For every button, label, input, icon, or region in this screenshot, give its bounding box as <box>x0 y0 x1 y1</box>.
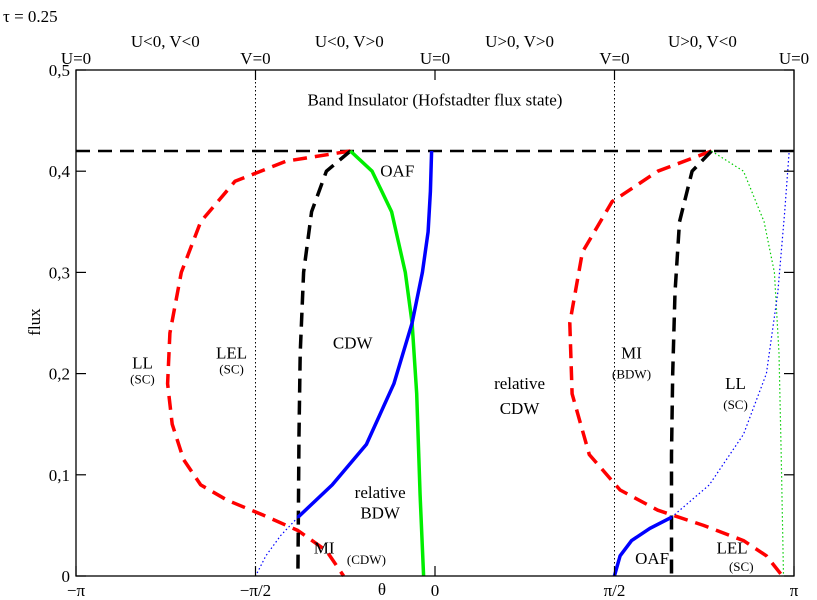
y-tick-label-5: 0,5 <box>49 61 70 80</box>
region-label-4: (SC) <box>130 372 155 387</box>
plot-frame <box>75 69 795 577</box>
phase-boundary-6 <box>669 149 713 576</box>
y-tick-label-1: 0,1 <box>49 466 70 485</box>
top-marker-0: U=0 <box>61 49 91 68</box>
y-tick-label-4: 0,4 <box>49 162 71 181</box>
y-tick-label-3: 0,3 <box>49 263 70 282</box>
phase-boundary-2 <box>349 149 426 577</box>
plot-area: −π −π/2 0 π/2 π00,10,20,30,40,5U=0 V=0 U=0 V=0 U… <box>49 32 809 600</box>
x-tick-label-1: −π/2 <box>240 581 271 600</box>
quadrant-label-1: U<0, V>0 <box>315 32 384 51</box>
region-label-6: (SC) <box>219 362 244 377</box>
phase-boundary-7 <box>612 515 673 577</box>
region-label-1: OAF <box>380 161 414 180</box>
phase-boundary-0 <box>165 149 351 577</box>
region-label-18: LEL <box>717 539 748 558</box>
region-label-17: OAF <box>635 549 669 568</box>
x-axis-label: θ <box>378 580 386 599</box>
region-label-15: MI <box>314 539 335 558</box>
top-marker-4: U=0 <box>779 49 809 68</box>
region-label-7: relative <box>494 374 545 393</box>
region-label-19: (SC) <box>729 559 754 574</box>
quadrant-label-2: U>0, V>0 <box>485 32 554 51</box>
y-axis-label: flux <box>25 308 44 336</box>
region-label-14: BDW <box>360 503 401 522</box>
x-tick-label-0: −π <box>67 581 86 600</box>
phase-boundary-9 <box>671 150 790 518</box>
region-label-13: relative <box>355 483 406 502</box>
region-label-3: LL <box>132 354 153 373</box>
region-label-5: LEL <box>216 343 247 362</box>
top-marker-3: V=0 <box>599 49 629 68</box>
x-tick-label-4: π <box>790 581 799 600</box>
region-label-16: (CDW) <box>347 552 386 567</box>
top-marker-1: V=0 <box>240 49 270 68</box>
region-label-9: MI <box>621 343 642 362</box>
phase-boundary-4 <box>255 516 299 577</box>
x-tick-label-2: 0 <box>431 581 440 600</box>
quadrant-label-3: U>0, V<0 <box>668 32 737 51</box>
y-tick-label-2: 0,2 <box>49 365 70 384</box>
region-label-12: (SC) <box>723 397 748 412</box>
quadrant-label-0: U<0, V<0 <box>131 32 200 51</box>
region-label-0: Band Insulator (Hofstadter flux state) <box>308 90 563 109</box>
x-tick-label-3: π/2 <box>604 581 626 600</box>
region-label-8: CDW <box>500 399 541 418</box>
corner-label: τ = 0.25 <box>3 7 58 26</box>
phase-boundary-8 <box>711 150 785 577</box>
top-marker-2: U=0 <box>420 49 450 68</box>
y-tick-label-0: 0 <box>62 567 71 586</box>
region-label-11: LL <box>725 374 746 393</box>
phase-boundary-5 <box>568 149 784 578</box>
phase-boundary-3 <box>296 150 434 519</box>
phase-boundary-1 <box>296 149 352 577</box>
region-label-10: (BDW) <box>612 367 651 382</box>
region-label-2: CDW <box>333 333 374 352</box>
